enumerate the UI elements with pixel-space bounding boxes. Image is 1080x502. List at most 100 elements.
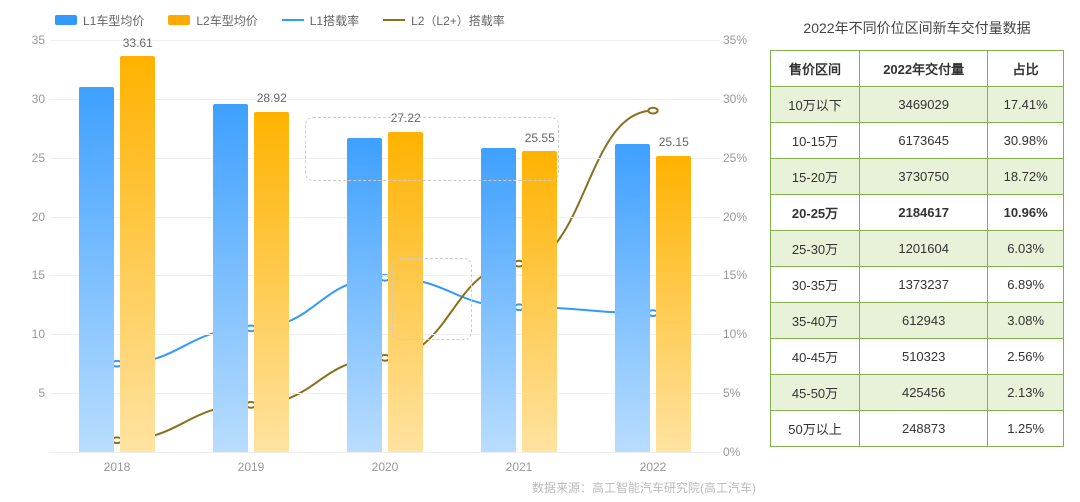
table-header: 占比 bbox=[988, 51, 1064, 87]
root: L1车型均价L2车型均价L1搭载率L2（L2+）搭载率 0%55%1010%15… bbox=[0, 0, 1080, 502]
legend-item: L2车型均价 bbox=[168, 12, 257, 29]
y-left-tick: 35 bbox=[20, 33, 45, 47]
table-row: 20-25万218461710.96% bbox=[771, 195, 1064, 231]
table-cell: 30-35万 bbox=[771, 267, 860, 303]
table-header: 2022年交付量 bbox=[860, 51, 988, 87]
table-row: 15-20万373075018.72% bbox=[771, 159, 1064, 195]
table-cell: 30.98% bbox=[988, 123, 1064, 159]
table-cell: 3469029 bbox=[860, 87, 988, 123]
bar-l2 bbox=[120, 56, 155, 452]
y-left-tick: 15 bbox=[20, 268, 45, 282]
table-cell: 50万以上 bbox=[771, 411, 860, 447]
bar-l1 bbox=[481, 148, 516, 452]
table-row: 30-35万13732376.89% bbox=[771, 267, 1064, 303]
bar-l2 bbox=[522, 151, 557, 452]
y-right-tick: 20% bbox=[723, 210, 755, 224]
bar-l1 bbox=[347, 138, 382, 452]
table-cell: 20-25万 bbox=[771, 195, 860, 231]
bar-l2 bbox=[254, 112, 289, 452]
table-title: 2022年不同价位区间新车交付量数据 bbox=[770, 10, 1064, 50]
bar-l1 bbox=[213, 104, 248, 452]
table-header: 售价区间 bbox=[771, 51, 860, 87]
table-row: 35-40万6129433.08% bbox=[771, 303, 1064, 339]
y-left-tick: 30 bbox=[20, 92, 45, 106]
table-cell: 3.08% bbox=[988, 303, 1064, 339]
y-right-tick: 0% bbox=[723, 445, 755, 459]
y-right-tick: 15% bbox=[723, 268, 755, 282]
table-cell: 2.13% bbox=[988, 375, 1064, 411]
legend-swatch-line bbox=[282, 19, 304, 21]
table-row: 40-45万5103232.56% bbox=[771, 339, 1064, 375]
table-row: 50万以上2488731.25% bbox=[771, 411, 1064, 447]
y-right-tick: 35% bbox=[723, 33, 755, 47]
grid-line bbox=[50, 452, 720, 453]
legend-item: L2（L2+）搭载率 bbox=[383, 12, 505, 29]
bar-label-l2: 28.92 bbox=[257, 91, 287, 105]
bar-l1 bbox=[615, 144, 650, 452]
table-cell: 2184617 bbox=[860, 195, 988, 231]
legend-swatch-bar bbox=[55, 15, 77, 25]
x-tick: 2020 bbox=[372, 460, 399, 474]
bar-l1 bbox=[79, 87, 114, 452]
table-cell: 10.96% bbox=[988, 195, 1064, 231]
y-right-tick: 5% bbox=[723, 386, 755, 400]
dash-highlight bbox=[305, 117, 560, 182]
x-tick: 2018 bbox=[104, 460, 131, 474]
table-cell: 15-20万 bbox=[771, 159, 860, 195]
x-tick: 2021 bbox=[506, 460, 533, 474]
table-cell: 40-45万 bbox=[771, 339, 860, 375]
legend-label: L2（L2+）搭载率 bbox=[411, 12, 505, 29]
table-row: 10万以下346902917.41% bbox=[771, 87, 1064, 123]
y-right-tick: 30% bbox=[723, 92, 755, 106]
legend-label: L1搭载率 bbox=[310, 12, 359, 29]
chart-panel: L1车型均价L2车型均价L1搭载率L2（L2+）搭载率 0%55%1010%15… bbox=[0, 0, 770, 502]
source-text: 数据来源：高工智能汽车研究院(高工汽车) bbox=[532, 479, 756, 496]
chart-line bbox=[117, 278, 653, 364]
y-right-tick: 25% bbox=[723, 151, 755, 165]
table-cell: 248873 bbox=[860, 411, 988, 447]
y-left-tick: 10 bbox=[20, 327, 45, 341]
dash-highlight bbox=[392, 258, 472, 340]
table-row: 45-50万4254562.13% bbox=[771, 375, 1064, 411]
legend: L1车型均价 L2车型均价 L1搭载率 L2（L2+）搭载率 bbox=[15, 10, 755, 30]
table-row: 25-30万12016046.03% bbox=[771, 231, 1064, 267]
bar-l2 bbox=[656, 156, 691, 452]
y-left-tick: 5 bbox=[20, 386, 45, 400]
table-cell: 1373237 bbox=[860, 267, 988, 303]
legend-item: L1车型均价 bbox=[55, 12, 144, 29]
table-cell: 3730750 bbox=[860, 159, 988, 195]
table-cell: 18.72% bbox=[988, 159, 1064, 195]
table-panel: 2022年不同价位区间新车交付量数据 售价区间2022年交付量占比10万以下34… bbox=[770, 0, 1080, 502]
y-right-tick: 10% bbox=[723, 327, 755, 341]
x-tick: 2022 bbox=[640, 460, 667, 474]
table-cell: 45-50万 bbox=[771, 375, 860, 411]
bar-label-l2: 25.15 bbox=[659, 135, 689, 149]
table-cell: 1.25% bbox=[988, 411, 1064, 447]
table-cell: 6173645 bbox=[860, 123, 988, 159]
plot-area: 0%55%1010%1515%2020%2525%3030%3535%20183… bbox=[50, 40, 720, 452]
price-table: 售价区间2022年交付量占比10万以下346902917.41%10-15万61… bbox=[770, 50, 1064, 447]
legend-label: L2车型均价 bbox=[196, 12, 257, 29]
table-cell: 425456 bbox=[860, 375, 988, 411]
legend-label: L1车型均价 bbox=[83, 12, 144, 29]
table-cell: 10-15万 bbox=[771, 123, 860, 159]
table-cell: 510323 bbox=[860, 339, 988, 375]
legend-swatch-line bbox=[383, 19, 405, 21]
table-cell: 17.41% bbox=[988, 87, 1064, 123]
x-tick: 2019 bbox=[238, 460, 265, 474]
table-cell: 2.56% bbox=[988, 339, 1064, 375]
legend-item: L1搭载率 bbox=[282, 12, 359, 29]
table-cell: 25-30万 bbox=[771, 231, 860, 267]
table-cell: 35-40万 bbox=[771, 303, 860, 339]
table-cell: 612943 bbox=[860, 303, 988, 339]
y-left-tick: 20 bbox=[20, 210, 45, 224]
table-cell: 10万以下 bbox=[771, 87, 860, 123]
y-left-tick: 25 bbox=[20, 151, 45, 165]
table-cell: 1201604 bbox=[860, 231, 988, 267]
table-cell: 6.89% bbox=[988, 267, 1064, 303]
chart-marker bbox=[648, 108, 657, 114]
legend-swatch-bar bbox=[168, 15, 190, 25]
bar-label-l2: 33.61 bbox=[123, 36, 153, 50]
table-cell: 6.03% bbox=[988, 231, 1064, 267]
table-row: 10-15万617364530.98% bbox=[771, 123, 1064, 159]
